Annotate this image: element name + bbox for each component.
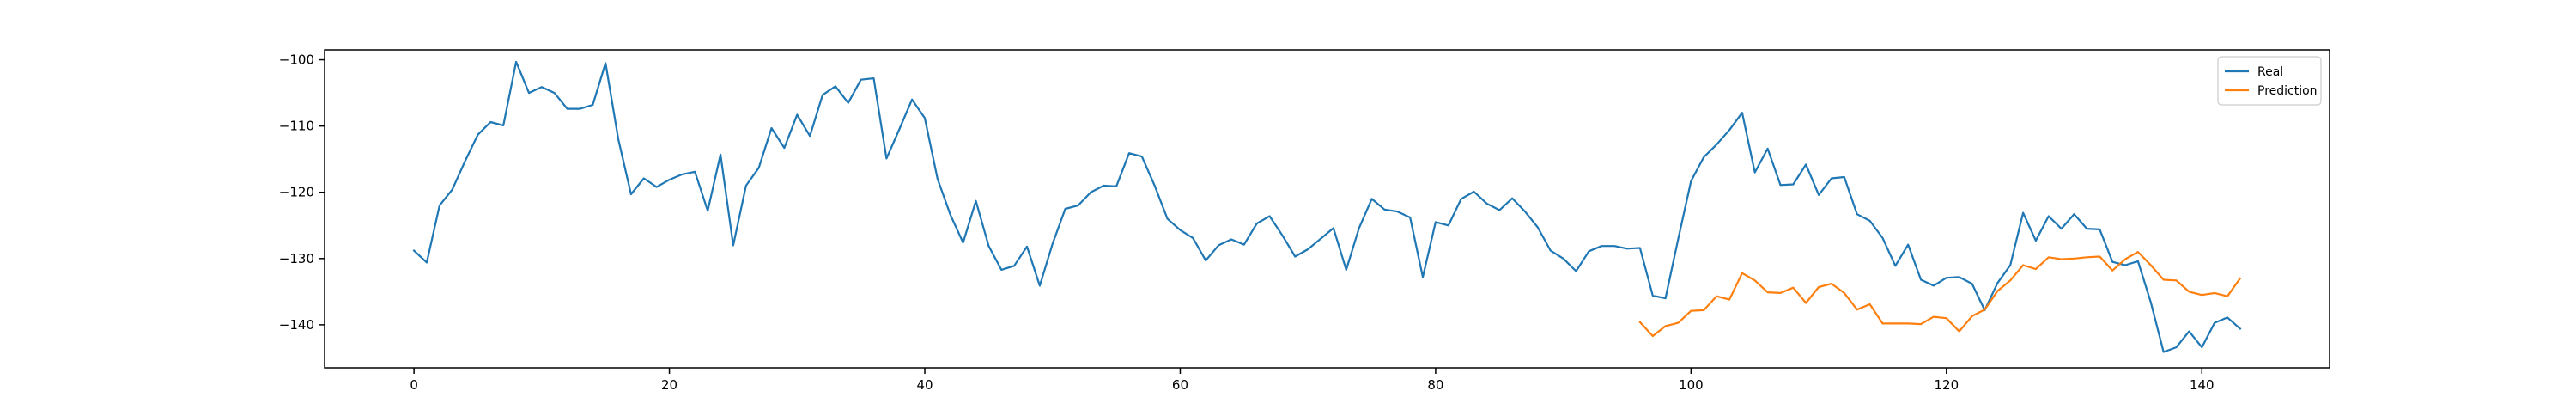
- x-tick-label: 20: [661, 377, 677, 393]
- y-tick-label: −110: [279, 119, 314, 134]
- legend-label-real: Real: [2257, 65, 2283, 79]
- series-line-real: [412, 60, 2242, 353]
- x-tick-label: 100: [1679, 377, 1704, 393]
- y-tick-label: −100: [279, 52, 314, 68]
- x-tick-label: 120: [1935, 377, 1959, 393]
- legend-box: [2217, 56, 2322, 106]
- x-axis: 0 20 40 60 80 100 120 140: [410, 368, 2215, 393]
- x-tick-label: 0: [410, 377, 418, 393]
- y-tick-label: −120: [279, 185, 314, 200]
- series-line-prediction: [1638, 251, 2242, 338]
- legend: Real Prediction: [2217, 56, 2322, 106]
- y-tick-label: −130: [279, 251, 314, 266]
- y-tick-label: −140: [279, 317, 314, 333]
- plot-frame: [324, 49, 2330, 369]
- legend-label-prediction: Prediction: [2257, 84, 2318, 98]
- y-axis: −100 −110 −120 −130 −140: [279, 52, 325, 333]
- plot-lines: [412, 60, 2242, 353]
- x-tick-label: 60: [1172, 377, 1188, 393]
- x-tick-label: 40: [916, 377, 933, 393]
- x-tick-label: 140: [2190, 377, 2215, 393]
- x-tick-label: 80: [1427, 377, 1443, 393]
